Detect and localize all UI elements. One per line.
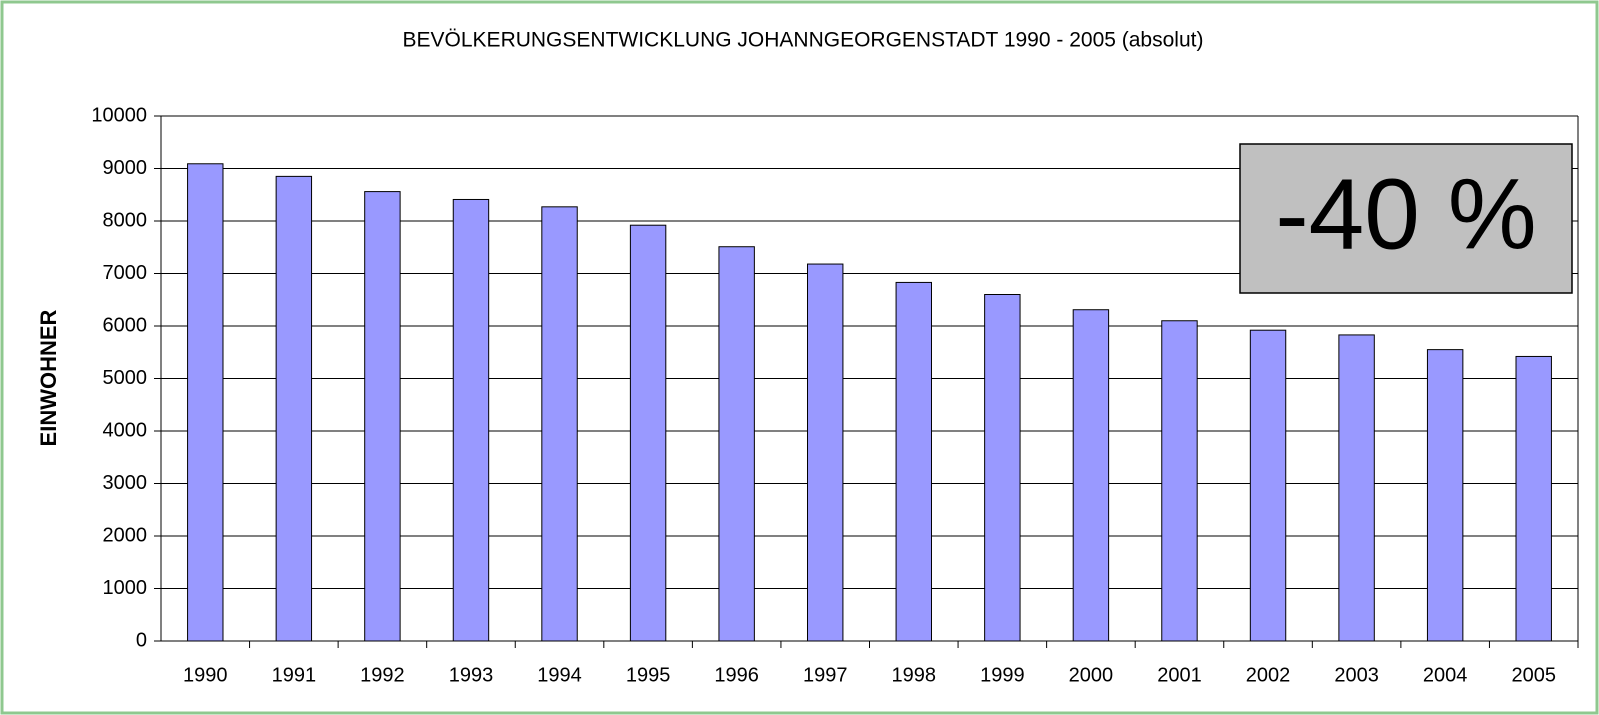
y-tick-label: 2000	[103, 524, 148, 546]
bar	[718, 246, 755, 642]
x-tick-label: 2001	[1157, 664, 1202, 686]
x-tick-label: 1998	[892, 664, 937, 686]
annotation: -40 %	[1275, 158, 1536, 270]
bar	[1338, 334, 1375, 642]
bar	[364, 191, 401, 642]
x-tick-label: 1990	[183, 664, 228, 686]
y-tick-label: 0	[136, 629, 147, 651]
bar	[187, 163, 224, 642]
y-tick-label: 9000	[103, 157, 148, 179]
x-tick-label: 2005	[1511, 664, 1556, 686]
bar	[807, 263, 844, 642]
x-tick-label: 1995	[626, 664, 671, 686]
x-tick-label: 1999	[980, 664, 1025, 686]
x-tick-label: 1996	[714, 664, 759, 686]
bar	[1072, 309, 1110, 642]
x-tick-label: 2002	[1246, 664, 1291, 686]
bar	[452, 198, 490, 642]
y-tick-label: 3000	[103, 472, 148, 494]
x-tick-label: 2004	[1423, 664, 1468, 686]
y-tick-label: 4000	[103, 419, 148, 441]
bar	[629, 224, 667, 642]
x-tick-label: 2000	[1069, 664, 1114, 686]
x-tick-label: 1991	[272, 664, 317, 686]
annotation-box	[1239, 143, 1573, 294]
chart-title: BEVÖLKERUNGSENTWICKLUNG JOHANNGEORGENSTA…	[403, 29, 1204, 52]
bar	[895, 281, 932, 642]
bar	[1426, 349, 1464, 642]
y-tick-label: 5000	[103, 367, 148, 389]
y-tick-label: 6000	[103, 314, 148, 336]
x-tick-label: 1992	[360, 664, 405, 686]
x-tick-label: 1997	[803, 664, 848, 686]
y-tick-label: 8000	[103, 209, 148, 231]
bar	[1515, 355, 1552, 642]
bar	[1161, 320, 1198, 642]
x-tick-label: 1993	[449, 664, 494, 686]
bar	[984, 294, 1021, 642]
y-tick-label: 1000	[103, 577, 148, 599]
x-tick-label: 1994	[537, 664, 582, 686]
x-tick-label: 2003	[1334, 664, 1379, 686]
y-axis-label: EINWOHNER	[36, 309, 61, 446]
bar	[1249, 329, 1287, 642]
bar	[541, 206, 578, 642]
bar	[275, 175, 313, 642]
y-tick-label: 10000	[91, 104, 147, 126]
y-tick-label: 7000	[103, 262, 148, 284]
